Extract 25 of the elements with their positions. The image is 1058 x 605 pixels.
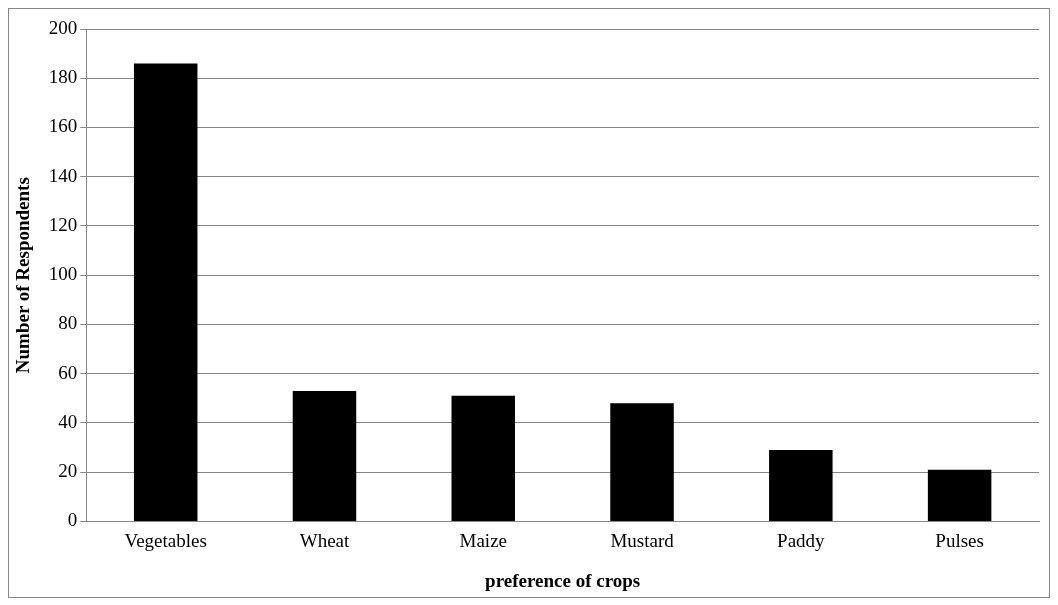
- bar: [769, 450, 833, 521]
- bar: [451, 395, 516, 521]
- y-axis-title: Number of Respondents: [12, 177, 34, 374]
- y-tick-label: 40: [58, 410, 78, 432]
- y-tick-label: 160: [48, 115, 78, 137]
- y-tick-label: 120: [48, 213, 78, 235]
- bar: [610, 403, 674, 521]
- bar: [133, 63, 198, 521]
- x-tick-label: Wheat: [299, 529, 350, 551]
- y-tick-label: 100: [48, 263, 78, 285]
- y-tick-label: 140: [48, 164, 78, 186]
- x-tick-label: Paddy: [777, 529, 826, 551]
- y-tick-label: 80: [58, 312, 78, 334]
- x-axis-title: preference of crops: [485, 569, 641, 591]
- x-tick-label: Vegetables: [124, 529, 207, 551]
- y-tick-label: 180: [48, 66, 78, 88]
- y-tick-label: 200: [48, 16, 78, 38]
- bar: [292, 390, 357, 521]
- y-tick-label: 0: [67, 509, 78, 531]
- y-tick-label: 20: [58, 460, 78, 482]
- x-tick-label: Maize: [459, 529, 507, 551]
- x-tick-label: Pulses: [935, 529, 984, 551]
- x-tick-label: Mustard: [610, 529, 675, 551]
- y-tick-label: 60: [58, 361, 78, 383]
- bar: [927, 469, 992, 521]
